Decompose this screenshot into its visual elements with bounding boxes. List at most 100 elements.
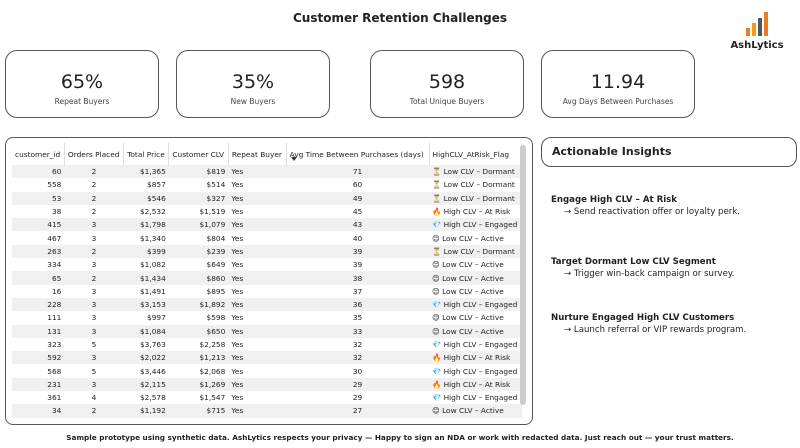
table-cell: 😊 Low CLV – Active bbox=[432, 286, 504, 296]
table-cell: 😊 Low CLV – Active bbox=[432, 313, 504, 323]
table-cell: $2,068 bbox=[199, 366, 226, 376]
table-cell: 😊 Low CLV – Active bbox=[429, 271, 522, 285]
table-cell: $1,213 bbox=[168, 351, 229, 365]
table-cell: 32 bbox=[286, 351, 430, 365]
column-header[interactable]: Avg Time Between Purchases (days) bbox=[286, 143, 430, 165]
kpi-value: 35% bbox=[231, 71, 275, 93]
table-row: 131 3 $1,084 $650 Yes 33 😊 Low CLV – Active bbox=[12, 324, 522, 338]
table-cell: 2 bbox=[91, 207, 97, 217]
table-cell: $997 bbox=[147, 313, 166, 323]
table-cell: $399 bbox=[123, 244, 169, 259]
table-cell: Yes bbox=[228, 351, 287, 365]
table-cell: 3 bbox=[64, 351, 124, 365]
table-cell: 2 bbox=[91, 180, 97, 190]
table-cell: $2,115 bbox=[123, 377, 169, 392]
table-cell: 467 bbox=[47, 233, 62, 243]
table: customer_id Orders Placed Total Price Custo… bbox=[12, 143, 523, 418]
table-cell: 3 bbox=[91, 233, 97, 243]
table-cell: 39 bbox=[286, 244, 430, 259]
table-cell: Yes bbox=[228, 271, 287, 285]
table-cell: $1,434 bbox=[123, 271, 169, 285]
table-cell: 2 bbox=[64, 271, 124, 285]
kpi-card: 35% New Buyers bbox=[176, 50, 330, 118]
table-cell: 💎 High CLV – Engaged bbox=[429, 297, 522, 312]
table-panel: customer_id Orders Placed Total Price Custo… bbox=[5, 137, 533, 425]
kpi-label: New Buyers bbox=[230, 97, 276, 106]
logo-text: AshLytics bbox=[730, 40, 784, 51]
column-header[interactable]: Repeat Buyer bbox=[228, 143, 287, 165]
table-cell: $327 bbox=[168, 191, 229, 205]
table-cell: 16 bbox=[51, 286, 62, 296]
insight: Nurture Engaged High CLV Customers → Laun… bbox=[551, 313, 796, 335]
column-header[interactable]: Customer CLV bbox=[168, 143, 229, 165]
table-cell: 38 bbox=[286, 271, 430, 285]
table-cell: 43 bbox=[286, 218, 430, 232]
scrollbar[interactable] bbox=[520, 145, 526, 405]
table-cell: 39 bbox=[352, 260, 363, 270]
column-header[interactable]: Orders Placed bbox=[64, 143, 125, 165]
table-cell: $1,079 bbox=[168, 218, 229, 232]
table-cell: 29 bbox=[286, 377, 430, 392]
table-cell: $598 bbox=[206, 313, 226, 323]
table-cell: 💎 High CLV – Engaged bbox=[432, 340, 518, 349]
table-cell: Yes bbox=[231, 286, 244, 296]
kpi-label: Avg Days Between Purchases bbox=[562, 97, 674, 106]
table-cell: 🔥 High CLV – At Risk bbox=[432, 207, 511, 217]
table-cell: $895 bbox=[206, 286, 226, 296]
insight: Target Dormant Low CLV Segment → Trigger … bbox=[551, 257, 796, 279]
table-cell: 💎 High CLV – Engaged bbox=[432, 393, 518, 403]
table-cell: Yes bbox=[228, 297, 287, 312]
table-cell: 😊 Low CLV – Active bbox=[432, 233, 504, 243]
table-cell: 40 bbox=[352, 233, 363, 243]
table-cell: 2 bbox=[64, 165, 124, 179]
table-cell: $2,022 bbox=[123, 351, 169, 365]
table-cell: 3 bbox=[64, 377, 124, 392]
insight-heading: Nurture Engaged High CLV Customers bbox=[551, 313, 735, 323]
kpi-value: 11.94 bbox=[590, 71, 646, 93]
table-row: 361 4 $2,578 $1,547 Yes 29 💎 High CLV – Engage… bbox=[12, 391, 522, 404]
table-cell: $1,269 bbox=[168, 377, 229, 392]
column-header[interactable]: Total Price bbox=[123, 143, 170, 165]
table-cell: 💎 High CLV – Engaged bbox=[432, 366, 518, 376]
table-cell: Yes bbox=[228, 165, 287, 179]
table-cell: Yes bbox=[231, 260, 244, 270]
table-cell: 😊 Low CLV – Active bbox=[429, 404, 522, 418]
table-cell: 2 bbox=[64, 191, 124, 205]
table-cell: $3,763 bbox=[139, 340, 166, 349]
table-cell: $649 bbox=[206, 260, 226, 270]
table-cell: 37 bbox=[352, 286, 363, 296]
column-header[interactable]: HighCLV_AtRisk_Flag bbox=[429, 143, 523, 165]
column-header[interactable]: customer_id bbox=[12, 143, 65, 165]
table-cell: Yes bbox=[228, 404, 287, 418]
table-cell: 🔥 High CLV – At Risk bbox=[429, 351, 522, 365]
table-row: 467 3 $1,340 $804 Yes 40 😊 Low CLV – Active bbox=[12, 231, 522, 244]
table-cell: Yes bbox=[231, 366, 244, 376]
table-cell: 231 bbox=[12, 377, 65, 392]
insight: Engage High CLV – At Risk → Send reactiva… bbox=[551, 195, 796, 217]
table-cell: Yes bbox=[231, 393, 244, 403]
table-cell: $1,892 bbox=[168, 297, 229, 312]
table-row: 415 3 $1,798 $1,079 Yes 43 💎 High CLV – Engage… bbox=[12, 218, 522, 232]
table-cell: 29 bbox=[352, 393, 363, 403]
table-cell: 💎 High CLV – Engaged bbox=[429, 218, 522, 232]
table-row: 231 3 $2,115 $1,269 Yes 29 🔥 High CLV – At Ris… bbox=[12, 377, 522, 392]
kpi-label: Repeat Buyers bbox=[54, 97, 110, 106]
table-cell: Yes bbox=[228, 191, 287, 205]
table-cell: 34 bbox=[12, 404, 65, 418]
table-row: 228 3 $3,153 $1,892 Yes 36 💎 High CLV – Engage… bbox=[12, 297, 522, 312]
table-row: 111 3 $997 $598 Yes 35 😊 Low CLV – Active bbox=[12, 311, 522, 324]
sort-indicator bbox=[290, 157, 297, 164]
table-cell: 2 bbox=[64, 404, 124, 418]
insight-heading: Target Dormant Low CLV Segment bbox=[551, 257, 716, 267]
title: Customer Retention Challenges bbox=[292, 11, 508, 25]
table-cell: 334 bbox=[47, 260, 62, 270]
table-cell: $819 bbox=[168, 165, 229, 179]
table-cell: ⏳ Low CLV – Dormant bbox=[429, 191, 522, 205]
table-row: 263 2 $399 $239 Yes 39 ⏳ Low CLV – Dormant bbox=[12, 244, 522, 259]
table-cell: 53 bbox=[12, 191, 65, 205]
table-cell: Yes bbox=[228, 377, 287, 392]
table-cell: $715 bbox=[168, 404, 229, 418]
table-cell: $1,192 bbox=[123, 404, 169, 418]
table-row: 34 2 $1,192 $715 Yes 27 😊 Low CLV – Active bbox=[12, 404, 522, 418]
